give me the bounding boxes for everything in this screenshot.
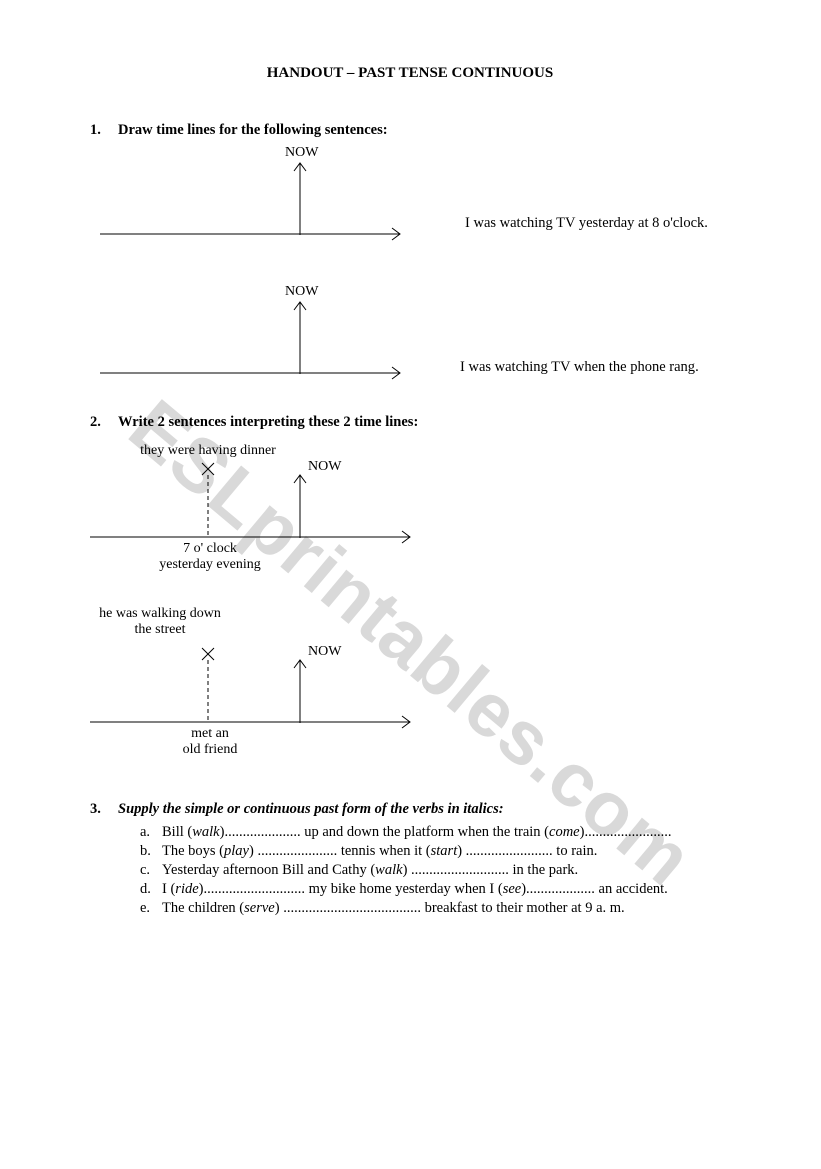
q3-item: a. Bill (walk)..................... up a… [140,824,730,841]
page: ESLprintables.com HANDOUT – PAST TENSE C… [0,0,821,1169]
q2-d2-bottom: met an old friend [170,726,250,758]
timeline-axes-icon [100,298,420,398]
q3-intro: Supply the simple or continuous past for… [118,801,504,818]
q3-item: c. Yesterday afternoon Bill and Cathy (w… [140,862,730,879]
q3-heading: 3. Supply the simple or continuous past … [90,801,730,818]
q3-item: b. The boys (play) .....................… [140,843,730,860]
q2-diagram-2: he was walking down the street NOW met a… [90,606,730,781]
q2-diagram-1: they were having dinner NOW 7 o' clock y… [90,437,730,602]
q1-sentence-2: I was watching TV when the phone rang. [460,359,699,376]
page-title: HANDOUT – PAST TENSE CONTINUOUS [90,65,730,82]
q3-number: 3. [90,801,118,818]
q2-d2-top: he was walking down the street [85,606,235,638]
q1-number: 1. [90,122,118,139]
q1-prompt: Draw time lines for the following senten… [118,122,388,139]
timeline-with-event-icon [90,642,430,747]
q2-number: 2. [90,414,118,431]
q3-item: d. I (ride)............................ … [140,881,730,898]
q1-diagram-2: NOW I was watching TV when the phone ran… [90,274,730,414]
q2-prompt: Write 2 sentences interpreting these 2 t… [118,414,418,431]
q1-diagram-1: NOW I was watching TV yesterday at 8 o'c… [90,145,730,270]
q1-sentence-1: I was watching TV yesterday at 8 o'clock… [465,215,708,232]
q2-d1-bottom: 7 o' clock yesterday evening [145,541,275,573]
q3-list: a. Bill (walk)..................... up a… [140,824,730,917]
q2-heading: 2. Write 2 sentences interpreting these … [90,414,730,431]
q1-heading: 1. Draw time lines for the following sen… [90,122,730,139]
q3-item: e. The children (serve) ................… [140,900,730,917]
content: HANDOUT – PAST TENSE CONTINUOUS 1. Draw … [90,65,730,919]
timeline-axes-icon [100,159,420,259]
